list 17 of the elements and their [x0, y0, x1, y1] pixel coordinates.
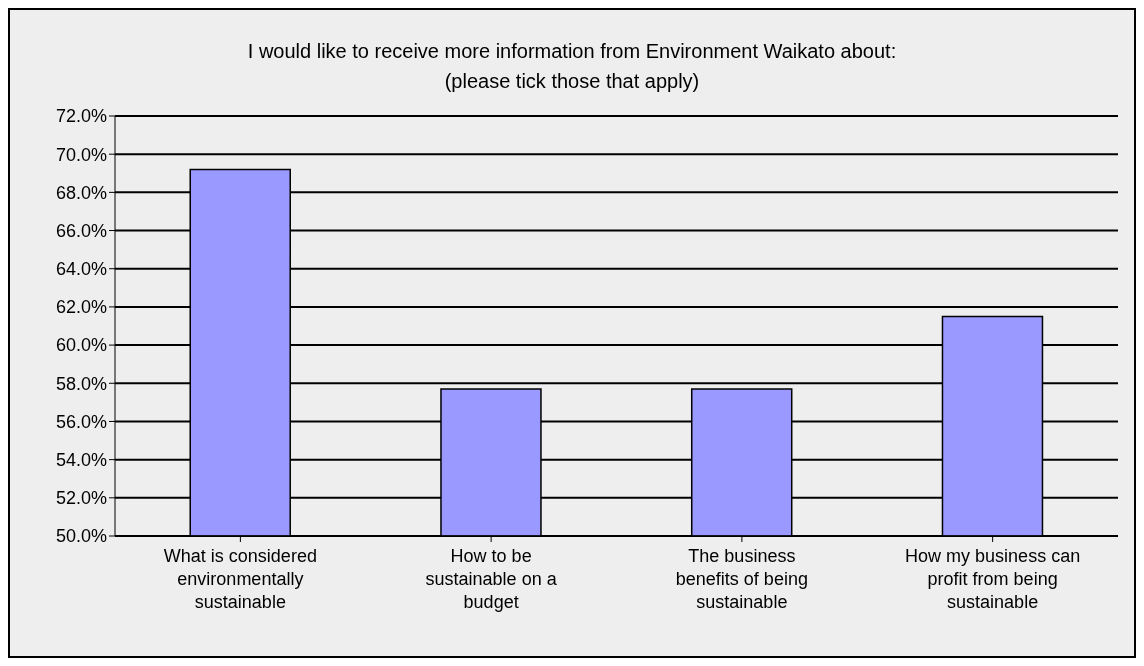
x-tick-label: How my business can profit from being sustainable [905, 546, 1081, 612]
y-tick-label: 60.0% [55, 335, 107, 356]
y-tick-label: 54.0% [55, 450, 107, 471]
y-tick-label: 52.0% [55, 488, 107, 509]
chart-title: I would like to receive more information from Environment Waikato about: (please tick those that apply) [246, 39, 898, 94]
y-tick-label: 58.0% [55, 373, 107, 394]
y-tick-label: 70.0% [55, 144, 107, 165]
y-tick-label: 62.0% [55, 297, 107, 318]
y-tick-label: 68.0% [55, 182, 107, 203]
x-tick-label: How to be sustainable on a budget [425, 546, 558, 612]
y-tick-label: 66.0% [55, 220, 107, 241]
x-tick-label: The business benefits of being sustainable [675, 546, 808, 612]
y-tick-label: 72.0% [55, 106, 107, 127]
y-tick-label: 64.0% [55, 259, 107, 280]
y-tick-label: 50.0% [55, 526, 107, 547]
x-tick-label: What is considered environmentally sustainable [163, 546, 317, 612]
y-tick-label: 56.0% [55, 411, 107, 432]
